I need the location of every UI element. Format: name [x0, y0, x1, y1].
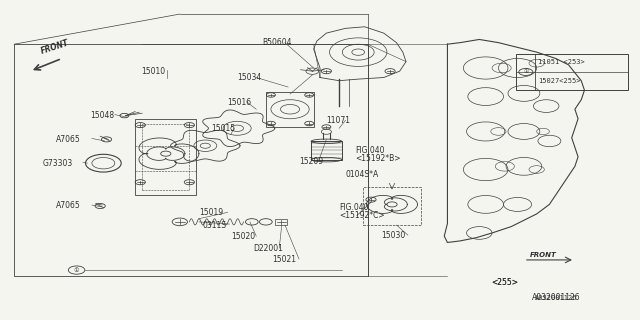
Text: 15010: 15010 — [141, 67, 166, 76]
Text: 15021: 15021 — [272, 255, 296, 264]
Text: 15034: 15034 — [237, 73, 261, 82]
Text: <15192*B>: <15192*B> — [355, 154, 401, 163]
Text: 15030: 15030 — [381, 231, 405, 240]
Bar — [516, 54, 628, 90]
Text: D22001: D22001 — [253, 244, 283, 253]
Bar — [275, 219, 287, 225]
Text: A7065: A7065 — [56, 202, 80, 211]
Bar — [364, 187, 420, 225]
Text: B50604: B50604 — [262, 38, 292, 47]
Text: G73303: G73303 — [43, 159, 73, 168]
Text: 11071: 11071 — [326, 116, 350, 125]
Text: A7065: A7065 — [56, 135, 80, 144]
Text: <255>: <255> — [492, 278, 518, 287]
Text: FIG.040: FIG.040 — [355, 146, 385, 155]
Text: 15019: 15019 — [199, 208, 223, 217]
Bar — [266, 92, 314, 127]
Bar — [14, 44, 368, 276]
Text: 15027<255>: 15027<255> — [538, 78, 580, 84]
Text: 0311S: 0311S — [202, 220, 226, 229]
Text: FIG.040: FIG.040 — [339, 203, 369, 212]
Text: 15020: 15020 — [231, 232, 255, 241]
Text: FRONT: FRONT — [531, 252, 557, 258]
Text: 15016: 15016 — [228, 99, 252, 108]
Text: 15209: 15209 — [300, 157, 324, 166]
Text: ①: ① — [523, 69, 529, 75]
Text: A032001126: A032001126 — [531, 293, 580, 302]
Text: 15015: 15015 — [212, 124, 236, 133]
Text: 0104S*A: 0104S*A — [346, 170, 379, 179]
Text: ①: ① — [74, 268, 79, 273]
Text: A032001126: A032001126 — [534, 295, 577, 301]
Text: <255>: <255> — [492, 278, 518, 287]
Bar — [141, 124, 189, 190]
Text: <15192*C>: <15192*C> — [339, 211, 385, 220]
Text: 11051 <253>: 11051 <253> — [538, 60, 585, 66]
Bar — [311, 141, 342, 160]
Bar — [135, 119, 196, 195]
Text: FRONT: FRONT — [40, 38, 70, 56]
Text: 15048: 15048 — [91, 111, 115, 120]
